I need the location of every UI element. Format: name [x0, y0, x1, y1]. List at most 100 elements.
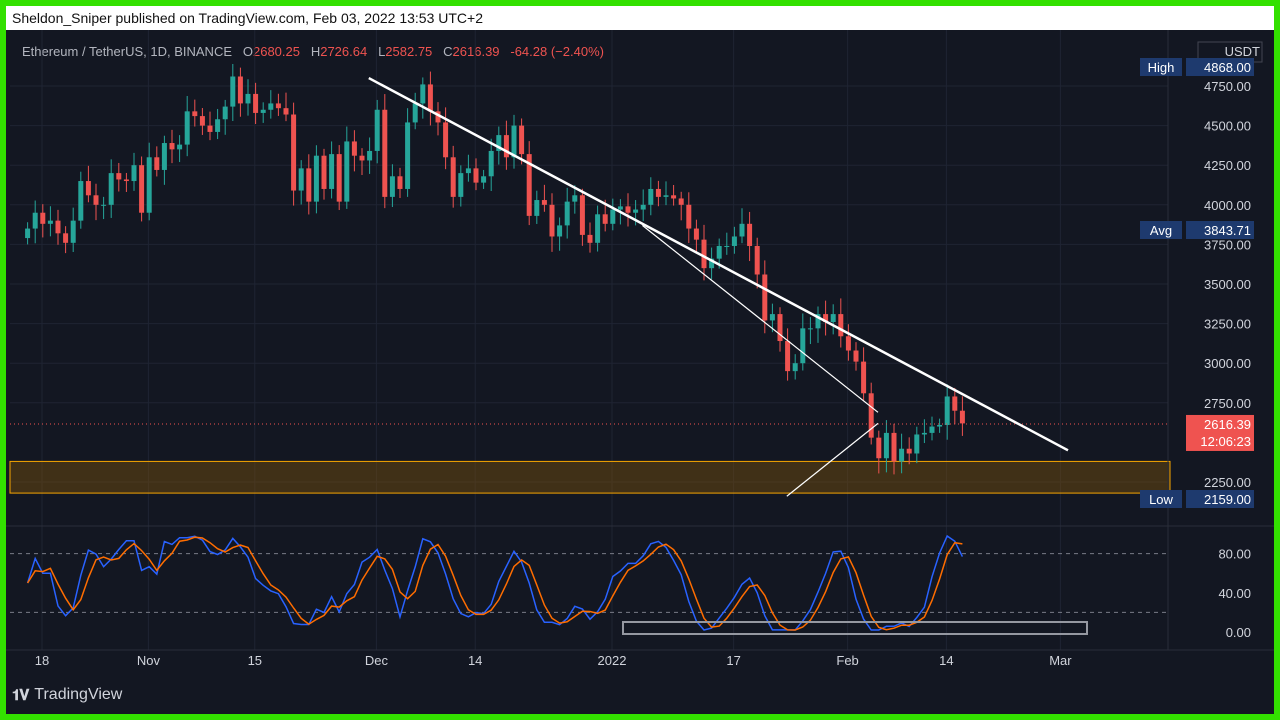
candle-body [161, 143, 167, 170]
candle-body [473, 168, 479, 183]
candle-body [78, 181, 84, 221]
candle-body [199, 116, 205, 126]
candle-body [306, 168, 312, 202]
open-value: 2680.25 [252, 44, 300, 59]
time-tick-label: Dec [365, 653, 389, 668]
price-chart[interactable]: 4750.00 4500.00 4250.00 4000.00 3750.00 3500.… [6, 6, 1274, 714]
high-tag-label: High [1148, 60, 1175, 75]
price-tick-label: 4250.00 [1204, 158, 1251, 173]
candle-body [169, 143, 175, 150]
candle-body [260, 109, 266, 113]
candle-body [139, 165, 145, 213]
candle-body [595, 214, 601, 243]
candle-body [937, 424, 943, 427]
candle-body [465, 168, 471, 174]
price-tick-label: 4750.00 [1204, 79, 1251, 94]
candle-body [427, 84, 433, 112]
candle-body [70, 220, 76, 243]
candle-body [237, 76, 243, 104]
candle-body [762, 274, 768, 321]
price-tick-label: 3000.00 [1204, 356, 1251, 371]
time-tick-label: 15 [248, 653, 262, 668]
candle-body [458, 173, 464, 197]
high-label: H [310, 44, 321, 59]
price-tick-label: 4000.00 [1204, 198, 1251, 213]
oscillator-panel [6, 525, 1274, 635]
candle-body [55, 220, 61, 234]
time-tick-label: Nov [137, 653, 161, 668]
candle-body [914, 434, 920, 454]
candle-body [610, 209, 616, 224]
candle-body [754, 245, 760, 275]
price-tick-label: 3250.00 [1204, 317, 1251, 332]
avg-tag-bg [1140, 221, 1182, 239]
high-tag-bg [1140, 58, 1182, 76]
tradingview-footer: 𝟏𝐕 TradingView [12, 686, 122, 704]
candle-body [906, 448, 912, 454]
candle-body [488, 150, 494, 177]
candle-body [63, 233, 69, 243]
ohlc-legend: Ethereum / TetherUS, 1D, BINANCE O2680.2… [22, 44, 604, 59]
grid-lines [10, 30, 1168, 650]
candle-body [222, 106, 228, 120]
candle-body [116, 173, 122, 180]
stoch-d-line [26, 536, 963, 631]
chart-frame: Sheldon_Sniper published on TradingView.… [6, 6, 1274, 714]
candle-body [526, 154, 532, 216]
candle-body [807, 328, 813, 330]
candle-body [40, 212, 46, 224]
symbol-label[interactable]: Ethereum / TetherUS, 1D, BINANCE [22, 44, 233, 59]
time-tick-label: 2022 [598, 653, 627, 668]
candle-body [815, 314, 821, 329]
candle-body [435, 111, 441, 123]
candle-body [823, 314, 829, 323]
price-tick-label: 2750.00 [1204, 396, 1251, 411]
low-value-bg [1186, 490, 1254, 508]
candle-body [564, 201, 570, 226]
candle-body [701, 239, 707, 269]
candle-body [192, 111, 198, 117]
candle-body [298, 168, 304, 191]
candle-body [25, 228, 31, 239]
candle-body [32, 212, 38, 229]
trendlines[interactable] [368, 76, 1069, 497]
candle-body [883, 432, 889, 459]
candle-body [678, 198, 684, 205]
candle-body [230, 76, 236, 107]
support-zone [9, 460, 1171, 494]
candle-body [405, 122, 411, 189]
osc-tick-label: 80.00 [1218, 547, 1251, 562]
time-tick-label: 14 [468, 653, 482, 668]
low-label: L [378, 44, 386, 59]
time-tick-label: 14 [939, 653, 953, 668]
close-value: 2616.39 [452, 44, 500, 59]
candle-body [382, 109, 388, 197]
candle-body [519, 125, 525, 155]
support-zone-box [9, 460, 1171, 494]
candle-body [291, 114, 297, 191]
candle-body [838, 314, 844, 337]
candle-body [146, 157, 152, 213]
time-tick-label: 17 [726, 653, 740, 668]
candle-body [899, 448, 905, 462]
candle-body [336, 154, 342, 202]
published-banner: Sheldon_Sniper published on TradingView.… [6, 6, 1274, 30]
candle-body [959, 410, 965, 424]
osc-tick-label: 40.00 [1218, 586, 1251, 601]
price-tick-label: 2250.00 [1204, 475, 1251, 490]
candle-body [534, 200, 540, 216]
candle-body [283, 108, 289, 115]
candle-body [724, 245, 730, 247]
low-value: 2582.75 [385, 44, 433, 59]
price-tick-label: 3750.00 [1204, 237, 1251, 252]
candle-body [359, 155, 365, 161]
last-price-bg [1186, 414, 1254, 451]
candle-body [503, 135, 509, 158]
candles [10, 63, 1168, 475]
stoch-k-line [26, 534, 964, 631]
candle-body [625, 206, 631, 213]
candle-body [47, 220, 53, 224]
price-tick-label: 3500.00 [1204, 277, 1251, 292]
candle-body [351, 141, 357, 156]
high-value-bg [1186, 58, 1254, 76]
